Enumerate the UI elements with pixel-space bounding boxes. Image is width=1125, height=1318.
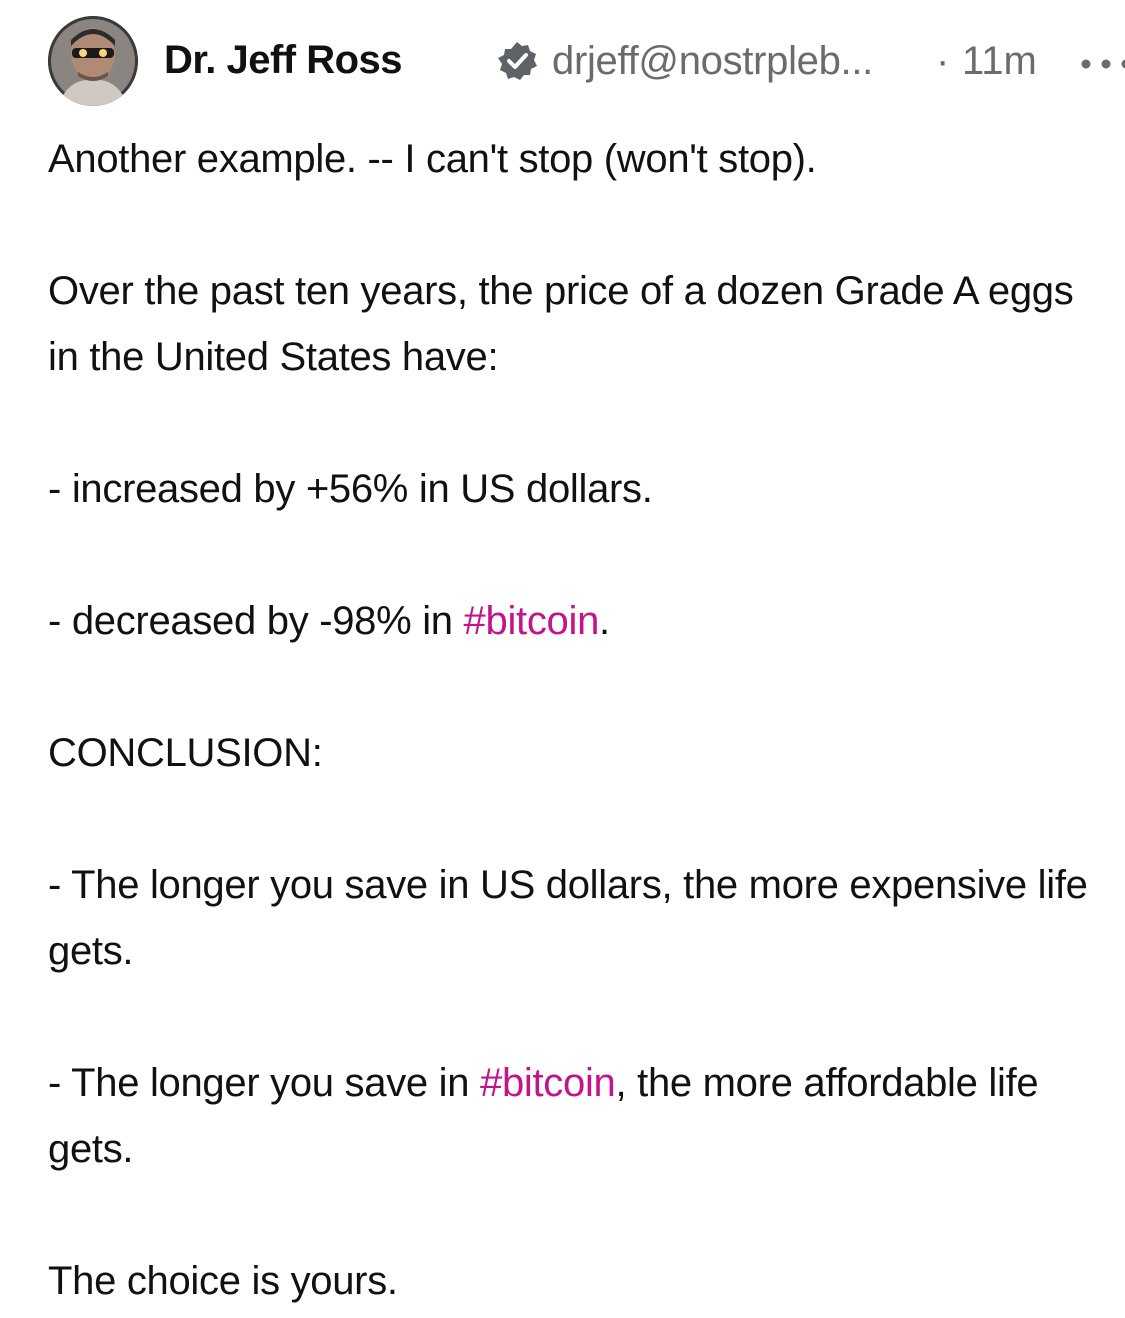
- post-text: .: [599, 599, 610, 643]
- hashtag-link[interactable]: #bitcoin: [480, 1061, 616, 1105]
- post-paragraph: - increased by +56% in US dollars.: [48, 467, 653, 511]
- post-time[interactable]: 11m: [962, 39, 1037, 83]
- post-header: Dr. Jeff Ross drjeff@nostrpleb... · 11m: [48, 16, 1125, 106]
- hashtag-link[interactable]: #bitcoin: [463, 599, 600, 643]
- post-paragraph: The choice is yours.: [48, 1259, 398, 1303]
- avatar[interactable]: [48, 16, 138, 106]
- post-text: - The longer you save in: [48, 1061, 481, 1105]
- more-dots-icon[interactable]: [1078, 54, 1125, 74]
- author-name[interactable]: Dr. Jeff Ross: [164, 38, 403, 82]
- post-paragraph: - decreased by -98% in #bitcoin.: [48, 588, 1088, 654]
- separator-dot: ·: [936, 39, 950, 83]
- post-text: , the more affordable life gets.: [48, 1061, 1039, 1171]
- author-handle[interactable]: drjeff@nostrpleb...: [552, 39, 873, 83]
- post-paragraph: Another example. -- I can't stop (won't …: [48, 137, 817, 181]
- post-paragraph: - The longer you save in #bitcoin, the m…: [48, 1050, 1088, 1182]
- verified-badge-icon: [498, 42, 537, 80]
- post-paragraph: Over the past ten years, the price of a …: [48, 269, 1074, 379]
- post-paragraph: - The longer you save in US dollars, the…: [48, 863, 1088, 973]
- post-paragraph: CONCLUSION:: [48, 731, 323, 775]
- post-body: Another example. -- I can't stop (won't …: [48, 126, 1088, 1314]
- post-text: - decreased by -98% in: [48, 599, 464, 643]
